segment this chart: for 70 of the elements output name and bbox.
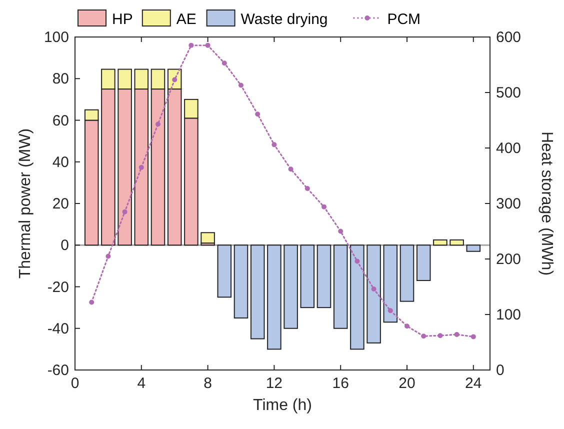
y-tick-label: 0: [60, 237, 69, 254]
y-tick-label: 40: [52, 154, 69, 171]
y2-tick-label: 0: [496, 362, 504, 379]
point: [354, 258, 360, 264]
legend-label: PCM: [387, 11, 421, 28]
legend-label: AE: [176, 11, 196, 28]
point: [421, 334, 426, 339]
point: [138, 164, 144, 170]
point: [106, 254, 111, 259]
bar: [284, 244, 298, 329]
y2-tick-label: 400: [496, 140, 522, 157]
bar: [250, 244, 265, 340]
point: [371, 286, 376, 292]
x-tick-label: 16: [332, 375, 349, 392]
y-tick-label: -20: [47, 278, 69, 296]
x-tick-label: 24: [465, 375, 482, 392]
y2-tick-label: 100: [496, 306, 522, 324]
y-tick-label: 100: [44, 29, 69, 46]
point: [188, 42, 194, 48]
point: [404, 324, 410, 329]
x-tick-label: 0: [70, 375, 80, 392]
y-tick-label: -40: [47, 320, 69, 338]
y-axis-title: Thermal power (MW): [17, 128, 34, 279]
y2-tick-label: 200: [496, 251, 522, 268]
y-tick-label: -60: [47, 362, 69, 379]
point: [454, 332, 460, 337]
point: [89, 300, 94, 305]
y2-tick-label: 300: [496, 196, 522, 212]
point: [470, 334, 476, 340]
bar: [416, 244, 431, 282]
legend-label: Waste drying: [240, 11, 328, 28]
point: [388, 308, 393, 314]
y-tick-label: 80: [52, 70, 69, 88]
bar: [234, 244, 248, 318]
point: [288, 166, 294, 172]
point: [222, 60, 227, 66]
x-tick-label: 8: [204, 375, 212, 392]
bar: [300, 244, 315, 308]
point: [205, 42, 210, 48]
point: [338, 228, 344, 234]
bar: [366, 244, 381, 344]
point: [156, 122, 160, 127]
x-tick-label: 20: [398, 375, 416, 392]
y2-axis-title: Heat storage (MWh): [538, 131, 555, 276]
bar: [433, 239, 448, 246]
point: [122, 209, 128, 214]
bar: [217, 244, 232, 298]
bar: [400, 244, 414, 302]
bar: [350, 244, 364, 350]
bar: [383, 244, 398, 323]
bar: [450, 239, 464, 246]
bar: [267, 244, 282, 350]
point: [272, 142, 277, 148]
y2-tick-label: 600: [496, 29, 522, 46]
y-tick-label: 20: [52, 196, 69, 212]
bar: [316, 244, 332, 308]
bar: [466, 244, 481, 252]
bar: [333, 244, 348, 329]
y-tick-label: 60: [52, 112, 69, 130]
legend-label: HP: [112, 11, 133, 28]
point: [304, 186, 310, 192]
point: [255, 112, 260, 117]
x-tick-label: 4: [137, 375, 146, 392]
point: [238, 82, 244, 88]
point: [322, 204, 326, 210]
x-axis-title: Time (h): [253, 397, 312, 414]
y2-tick-label: 500: [496, 84, 522, 102]
x-tick-label: 12: [266, 375, 283, 392]
point: [438, 333, 443, 338]
bar: [200, 232, 215, 244]
